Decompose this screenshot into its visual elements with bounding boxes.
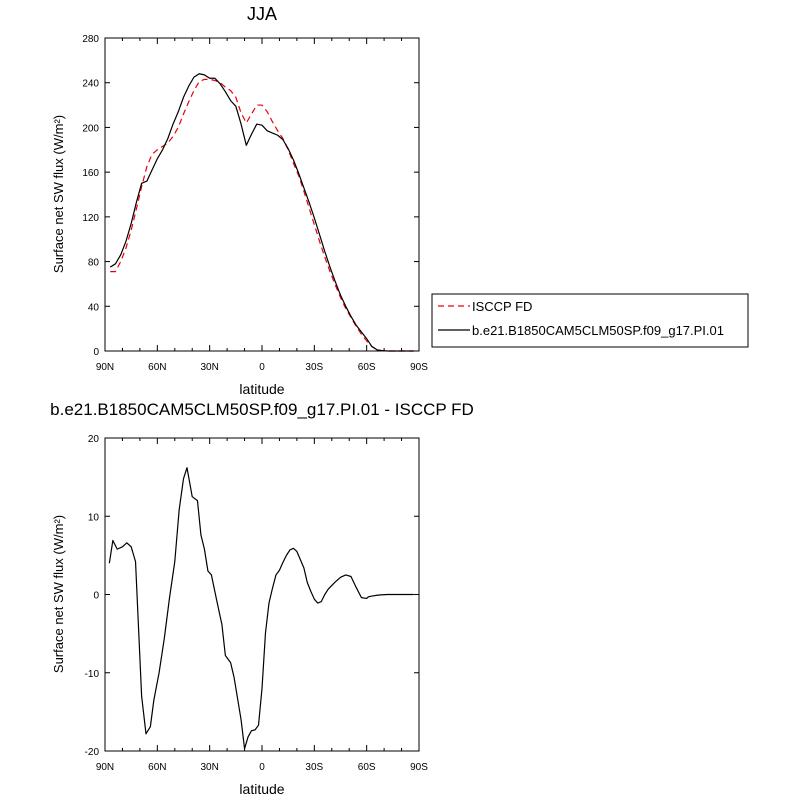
top-y-tick-label: 280 xyxy=(82,34,99,45)
bottom-x-axis: 90N 60N 30N 0 30S 60S 90S xyxy=(96,438,428,773)
top-x-tick-label: 30N xyxy=(200,362,218,373)
bottom-y-axis-label: Surface net SW flux (W/m²) xyxy=(51,515,66,673)
bottom-series-line-model xyxy=(108,467,414,750)
top-y-tick-label: 120 xyxy=(82,213,99,224)
top-x-tick-label: 90N xyxy=(96,362,114,373)
bottom-x-tick-label: 30N xyxy=(200,762,218,773)
top-y-axis-label: Surface net SW flux (W/m²) xyxy=(51,115,66,273)
top-y-tick-label: 240 xyxy=(82,79,99,90)
legend-label-isccp: ISCCP FD xyxy=(472,299,532,314)
top-x-tick-label: 60S xyxy=(358,362,376,373)
legend-box xyxy=(431,293,749,348)
bottom-x-axis-label: latitude xyxy=(239,781,284,797)
bottom-x-tick-label: 90N xyxy=(96,762,114,773)
bottom-x-tick-label: 30S xyxy=(305,762,323,773)
top-x-axis-label: latitude xyxy=(239,381,284,397)
top-y-tick-label: 40 xyxy=(88,302,100,313)
top-y-tick-label: 0 xyxy=(93,347,99,358)
top-series-group xyxy=(109,73,414,352)
top-x-tick-label: 90S xyxy=(410,362,428,373)
bottom-x-tick-label: 90S xyxy=(410,762,428,773)
bottom-x-tick-label: 0 xyxy=(259,762,265,773)
top-y-tick-label: 80 xyxy=(88,258,100,269)
top-y-tick-label: 160 xyxy=(82,168,99,179)
bottom-chart-title: b.e21.B1850CAM5CLM50SP.f09_g17.PI.01 - I… xyxy=(50,400,474,419)
bottom-y-axis: -20 -10 0 10 20 xyxy=(85,434,419,758)
top-series-line-isccp xyxy=(110,78,414,352)
bottom-plot-frame xyxy=(104,437,420,752)
top-y-tick-label: 200 xyxy=(82,123,99,134)
bottom-y-tick-label: 10 xyxy=(88,512,100,523)
bottom-y-tick-label: 20 xyxy=(88,434,100,445)
top-panel: JJA 0 40 80 120 160 200 240 280 90N 60N 30N 0 30S 60… xyxy=(51,4,428,397)
top-series-line-model xyxy=(109,73,414,352)
legend: ISCCP FD b.e21.B1850CAM5CLM50SP.f09_g17.… xyxy=(431,293,749,348)
top-plot-frame xyxy=(104,37,420,352)
bottom-series-group xyxy=(108,467,414,750)
bottom-x-tick-label: 60S xyxy=(358,762,376,773)
bottom-y-tick-label: -10 xyxy=(85,669,100,680)
bottom-y-tick-label: 0 xyxy=(93,591,99,602)
bottom-y-tick-label: -20 xyxy=(85,747,100,758)
top-x-axis: 90N 60N 30N 0 30S 60S 90S xyxy=(96,38,428,373)
top-x-tick-label: 0 xyxy=(259,362,265,373)
bottom-x-tick-label: 60N xyxy=(148,762,166,773)
bottom-panel: b.e21.B1850CAM5CLM50SP.f09_g17.PI.01 - I… xyxy=(50,400,474,797)
top-y-axis: 0 40 80 120 160 200 240 280 xyxy=(82,34,419,358)
legend-label-model: b.e21.B1850CAM5CLM50SP.f09_g17.PI.01 xyxy=(472,323,724,338)
top-x-tick-label: 60N xyxy=(148,362,166,373)
top-x-tick-label: 30S xyxy=(305,362,323,373)
top-chart-title: JJA xyxy=(247,4,277,24)
